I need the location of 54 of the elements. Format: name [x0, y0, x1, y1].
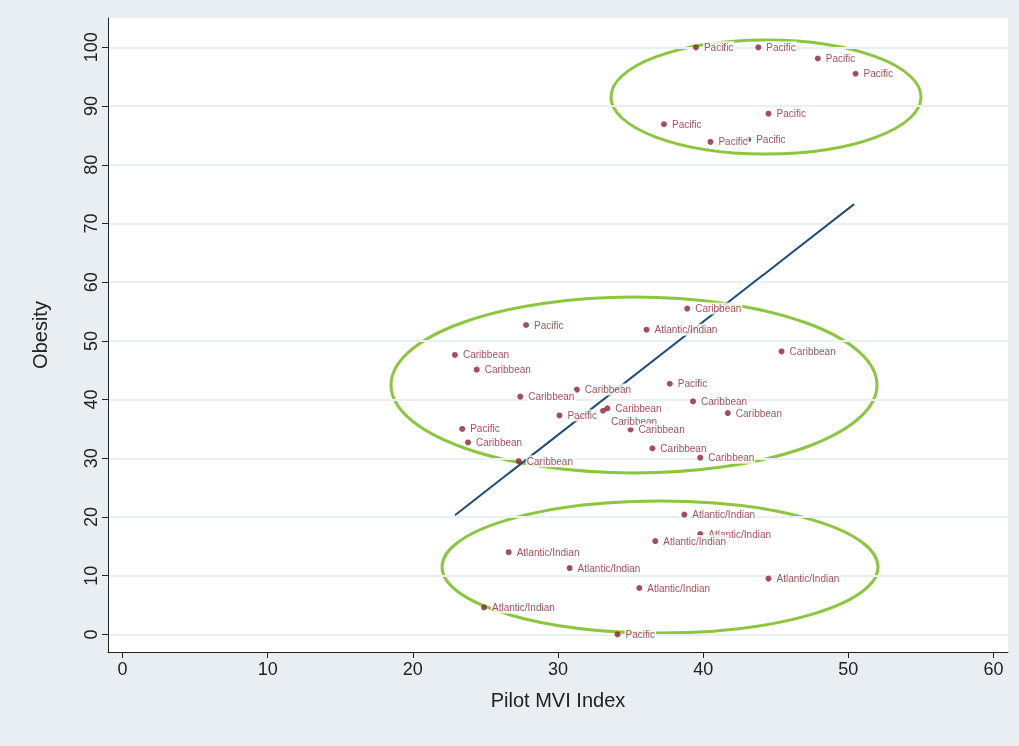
data-label: Caribbean	[584, 384, 632, 396]
data-label: Atlantic/Indian	[776, 573, 840, 585]
y-tick-label: 90	[81, 96, 101, 117]
data-label: Atlantic/Indian	[577, 562, 641, 574]
data-label: Pacific	[863, 68, 894, 80]
y-tick-label: 20	[81, 506, 101, 527]
data-label: Pacific	[825, 53, 856, 65]
data-label: Caribbean	[695, 303, 742, 315]
y-tick-label: 50	[81, 330, 101, 351]
data-label: Caribbean	[708, 452, 755, 464]
data-label: Pacific	[534, 319, 564, 331]
y-tick-label: 80	[81, 154, 101, 175]
data-label: Pacific	[567, 409, 597, 421]
data-label: Caribbean	[476, 436, 523, 448]
y-tick-label: 70	[81, 213, 101, 234]
y-axis-title: Obesity	[29, 301, 51, 369]
data-label: Caribbean	[526, 455, 573, 467]
data-label: Caribbean	[789, 345, 836, 357]
y-tick-label: 40	[81, 389, 101, 410]
x-tick-label: 20	[402, 659, 423, 679]
y-tick-label: 10	[81, 565, 101, 586]
x-tick-label: 60	[983, 659, 1004, 679]
data-label: Pacific	[671, 118, 702, 130]
data-label: Caribbean	[660, 442, 707, 454]
data-label: Atlantic/Indian	[692, 509, 756, 521]
data-label: Atlantic/Indian	[516, 546, 580, 558]
data-label: Pacific	[776, 108, 806, 120]
y-tick-label: 60	[81, 272, 101, 293]
y-tick-label: 0	[81, 629, 101, 640]
data-label: Atlantic/Indian	[663, 535, 727, 547]
data-label: Caribbean	[462, 349, 510, 361]
data-label: Caribbean	[528, 391, 575, 403]
data-label: Pacific	[766, 41, 796, 53]
x-tick-label: 40	[693, 659, 714, 679]
data-label: Pacific	[718, 136, 748, 148]
data-label: Pacific	[756, 134, 786, 146]
y-tick-label: 30	[81, 448, 101, 469]
x-axis-title: Pilot MVI Index	[490, 689, 626, 711]
data-label: Pacific	[703, 41, 734, 53]
y-tick-label: 100	[81, 32, 101, 63]
x-tick-label: 30	[547, 659, 569, 679]
data-label: Caribbean	[615, 402, 662, 414]
x-tick-label: 50	[838, 659, 859, 679]
data-label: Caribbean	[701, 395, 748, 407]
data-label: Atlantic/Indian	[647, 582, 711, 594]
x-tick-label: 10	[257, 659, 278, 679]
data-label: Caribbean	[484, 364, 531, 376]
data-label: Caribbean	[735, 407, 782, 419]
data-label: Pacific	[470, 423, 500, 435]
data-label: Pacific	[677, 378, 708, 390]
x-tick-label: 0	[117, 659, 128, 679]
data-label: Atlantic/Indian	[491, 601, 555, 613]
data-label: Atlantic/Indian	[654, 324, 718, 336]
data-label: Pacific	[625, 628, 655, 640]
